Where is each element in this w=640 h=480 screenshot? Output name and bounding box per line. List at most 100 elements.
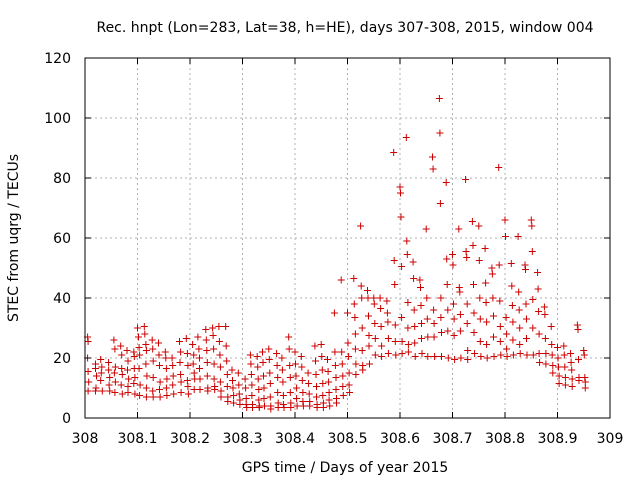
data-point-marker [318, 366, 326, 374]
data-point-marker [326, 402, 334, 410]
data-point-marker [118, 351, 126, 359]
data-point-marker [396, 183, 404, 191]
data-point-marker [184, 390, 192, 398]
data-point-marker [266, 393, 274, 401]
data-point-marker [554, 354, 562, 362]
data-point-marker [357, 222, 365, 230]
data-point-marker [265, 345, 273, 353]
data-point-marker [183, 377, 191, 384]
x-axis-label: GPS time / Days of year 2015 [242, 460, 449, 476]
data-point-marker [190, 351, 198, 359]
data-point-marker [416, 276, 424, 284]
data-point-marker [424, 353, 432, 360]
data-point-marker [516, 324, 524, 332]
y-tick-label: 0 [62, 411, 71, 427]
x-tick-label: 308.7 [432, 431, 472, 447]
data-point-marker [548, 351, 556, 359]
data-point-marker [162, 365, 170, 372]
data-point-marker [93, 372, 100, 380]
data-point-marker [542, 360, 550, 368]
data-point-marker [398, 338, 406, 345]
data-point-marker [105, 381, 113, 389]
data-point-marker [365, 332, 373, 339]
data-point-marker [202, 326, 210, 333]
data-point-marker [390, 149, 398, 156]
data-point-marker [97, 369, 105, 377]
data-point-marker [522, 300, 530, 308]
data-point-marker [215, 338, 223, 345]
data-point-marker [451, 356, 459, 363]
data-point-marker [299, 389, 307, 396]
data-point-marker [523, 315, 530, 323]
data-point-marker [527, 216, 535, 224]
data-point-marker [482, 299, 490, 306]
data-point-marker [482, 279, 490, 287]
data-point-marker [568, 383, 576, 390]
data-point-marker [561, 374, 569, 381]
data-point-marker [528, 222, 536, 230]
data-point-marker [124, 357, 132, 365]
data-point-marker [535, 350, 543, 357]
data-point-marker [383, 309, 391, 317]
data-point-marker [476, 315, 484, 323]
data-point-marker [384, 318, 392, 326]
data-point-marker [142, 384, 150, 392]
data-point-marker [325, 378, 333, 386]
data-point-marker [561, 381, 569, 389]
data-point-marker [418, 320, 425, 327]
data-point-marker [370, 300, 378, 308]
data-point-marker [358, 324, 366, 332]
data-point-marker [311, 342, 319, 350]
data-point-marker [352, 371, 360, 378]
data-point-marker [176, 338, 183, 345]
data-point-marker [204, 387, 212, 395]
data-point-marker [523, 351, 531, 359]
data-point-marker [581, 378, 589, 386]
data-point-marker [410, 275, 418, 282]
data-point-marker [522, 266, 529, 273]
data-point-marker [541, 335, 549, 342]
data-point-marker [438, 329, 445, 336]
data-point-marker [202, 336, 210, 344]
data-point-marker [344, 309, 351, 317]
data-point-marker [223, 383, 231, 390]
data-point-marker [464, 356, 472, 363]
data-point-marker [319, 404, 327, 411]
data-point-marker [248, 381, 256, 389]
data-point-marker [470, 281, 477, 288]
data-point-marker [352, 360, 360, 368]
data-point-marker [203, 372, 211, 380]
data-point-marker [475, 222, 483, 230]
data-point-marker [391, 321, 399, 329]
data-point-marker [469, 242, 477, 249]
data-point-marker [148, 336, 156, 344]
y-tick-label: 100 [44, 111, 71, 127]
data-point-marker [265, 356, 273, 363]
data-point-marker [398, 350, 406, 357]
data-point-marker [168, 354, 176, 362]
data-point-marker [397, 213, 405, 221]
data-point-marker [456, 288, 464, 296]
data-point-marker [130, 380, 138, 387]
data-point-marker [345, 381, 353, 389]
data-point-marker [196, 386, 204, 393]
data-point-marker [247, 360, 255, 368]
data-point-marker [391, 281, 399, 288]
data-point-marker [111, 345, 119, 353]
data-point-marker [398, 314, 406, 321]
data-point-marker [203, 347, 211, 354]
data-point-marker [471, 350, 479, 357]
data-point-marker [516, 341, 524, 348]
data-point-marker [136, 392, 144, 399]
data-point-marker [503, 345, 511, 353]
data-point-marker [561, 363, 569, 371]
data-point-marker [203, 359, 211, 366]
data-point-marker [575, 377, 583, 384]
data-point-marker [293, 395, 301, 402]
data-point-marker [260, 384, 268, 392]
data-point-marker [267, 405, 275, 413]
data-point-marker [216, 378, 224, 386]
data-point-marker [496, 297, 504, 305]
axis-tick-labels: 308 308.1 308.2 308.3 308.4 308.5 308.6 308.7 30… [44, 51, 623, 447]
data-point-marker [136, 351, 144, 359]
